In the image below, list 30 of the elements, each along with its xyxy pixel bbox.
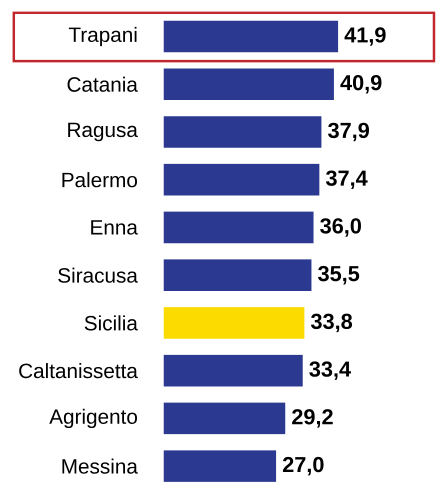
- bar: [164, 20, 338, 52]
- y-tick-label: Enna: [91, 220, 138, 235]
- y-tick-label: Caltanissetta: [19, 363, 138, 378]
- bar: [164, 307, 304, 339]
- data-label: 27,0: [282, 456, 324, 476]
- data-label: 33,4: [309, 361, 351, 380]
- data-label: 33,8: [311, 314, 352, 332]
- data-label: 36,0: [320, 218, 361, 237]
- y-tick-label: Catania: [68, 76, 138, 92]
- bar: [164, 212, 314, 244]
- y-tick-label: Siracusa: [58, 268, 138, 283]
- bar: [164, 259, 312, 291]
- y-tick-label: Trapani: [68, 26, 136, 46]
- y-tick-label: Palermo: [62, 172, 138, 188]
- bar: [164, 68, 334, 100]
- data-label: 29,2: [292, 409, 333, 428]
- y-tick-label: Messina: [62, 458, 138, 474]
- data-label: 41,9: [344, 27, 386, 46]
- data-label: 37,9: [328, 122, 369, 142]
- bar: [164, 164, 320, 196]
- data-label: 35,5: [318, 266, 360, 284]
- y-tick-label: Agrigento: [49, 408, 138, 428]
- bar: [164, 354, 303, 386]
- data-label: 37,4: [326, 170, 368, 189]
- y-tick-label: Ragusa: [68, 122, 138, 142]
- y-tick-label: Sicilia: [84, 315, 138, 331]
- data-label: 40,9: [340, 74, 382, 94]
- bar: [164, 450, 276, 482]
- bar: [164, 402, 286, 434]
- bar: [164, 116, 322, 148]
